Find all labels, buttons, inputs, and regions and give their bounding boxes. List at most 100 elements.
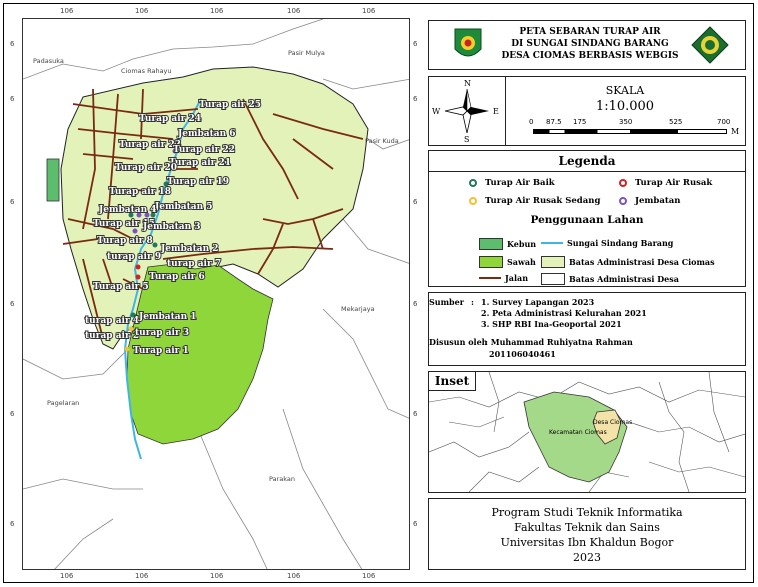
footer-box: Program Studi Teknik Informatika Fakulta… [428, 498, 746, 570]
place-label: Parakan [269, 475, 295, 483]
inset-box: Inset Desa Ciomas Kecamatan Ciomas [428, 371, 746, 493]
place-label: Ciomas Rahayu [121, 67, 172, 75]
scale-tick: 87.5 [546, 118, 562, 126]
legend-box: Legenda Turap Air Baik Turap Air Rusak T… [428, 150, 746, 287]
road-network [62, 88, 364, 340]
legend-item: Batas Administrasi Desa Ciomas [541, 256, 715, 268]
north-arrow-panel: N S E W [429, 77, 506, 145]
feature-label: Turap air 1 [133, 346, 189, 356]
scale-tick: 700 [717, 118, 731, 126]
legend-item-label: Jalan [505, 273, 529, 283]
feature-label: Jembatan 6 [177, 129, 236, 139]
grid-label-top: 106 [210, 7, 224, 15]
scale-unit: M [731, 127, 740, 136]
grid-label-left: 6 [10, 40, 15, 48]
legend-item-label: Sungai Sindang Barang [567, 238, 674, 248]
grid-label-bottom: 106 [210, 572, 224, 580]
scale-tick: 0 [529, 118, 534, 126]
jembatan-marker [132, 228, 138, 234]
feature-label: Jembatan 3 [142, 222, 201, 232]
scale-tick: 525 [669, 118, 683, 126]
grid-label-right: 6 [413, 520, 418, 528]
turap-rusak-marker [135, 264, 141, 270]
legend-item-label: Turap Air Rusak Sedang [485, 196, 601, 206]
jembatan-marker [136, 212, 142, 218]
kebun-legend-swatch [479, 238, 503, 250]
feature-label: turap air 3 [135, 328, 189, 338]
desa-ciomas-inset-area [592, 409, 622, 445]
feature-label: turap air 9 [107, 252, 161, 262]
feature-label: Turap air 18 [109, 187, 171, 197]
footer-line-2: Fakultas Teknik dan Sains [514, 521, 660, 534]
title-line-3: DESA CIOMAS BERBASIS WEBGIS [501, 51, 679, 61]
turap-baik-marker [130, 312, 136, 318]
source-item: 2. Peta Administrasi Kelurahan 2021 [481, 308, 647, 318]
title-line-1: PETA SEBARAN TURAP AIR [519, 27, 661, 37]
place-label: Padasuka [33, 57, 64, 65]
grid-label-left: 6 [10, 410, 15, 418]
grid-label-left: 6 [10, 95, 15, 103]
turap-baik-marker [128, 212, 134, 218]
feature-label: Turap air 24 [139, 114, 201, 124]
main-map: Padasuka Ciomas Rahayu Pasir Mulya Pasir… [22, 18, 410, 570]
inset-label: Kecamatan Ciomas [549, 429, 607, 436]
place-label: Pagelaran [47, 399, 79, 407]
grid-label-right: 6 [413, 410, 418, 418]
scale-bar [533, 129, 727, 134]
feature-label: turap air 4 [85, 316, 139, 326]
north-label: N [464, 79, 471, 88]
grid-label-top: 106 [135, 7, 149, 15]
legend-item-label: Sawah [507, 257, 536, 267]
footer-line-1: Program Studi Teknik Informatika [491, 506, 683, 519]
feature-label: Turap air 21 [169, 158, 231, 168]
legend-item: Sawah [479, 256, 536, 268]
grid-label-right: 6 [413, 300, 418, 308]
legend-item: Turap Air Rusak Sedang [469, 196, 600, 206]
south-label: S [464, 135, 470, 144]
turap-baik-legend-icon [469, 179, 477, 187]
turap-rusak-sedang-marker [128, 326, 134, 332]
jalan-legend-line [479, 277, 501, 279]
author-label: Disusun oleh [429, 337, 488, 347]
grid-label-top: 106 [287, 7, 301, 15]
inset-label: Desa Ciomas [593, 419, 633, 426]
grid-label-right: 6 [413, 95, 418, 103]
place-label: Mekarjaya [341, 305, 375, 313]
author-id: 201106040461 [489, 349, 556, 359]
scale-ratio: 1:10.000 [595, 99, 655, 114]
feature-label: Turap air 8 [97, 236, 153, 246]
inset-heading: Inset [429, 372, 476, 391]
feature-label: Jembatan 2 [160, 244, 219, 254]
turap-baik-marker [168, 164, 174, 170]
turap-baik-marker [130, 238, 136, 244]
sawah-area [126, 263, 274, 445]
scale-ticks: 0 87.5 175 350 525 700 [529, 118, 739, 128]
feature-label: turap air 7 [167, 259, 221, 269]
grid-label-top: 106 [362, 7, 376, 15]
grid-label-bottom: 106 [135, 572, 149, 580]
landuse-heading: Penggunaan Lahan [530, 214, 644, 226]
main-map-canvas: Padasuka Ciomas Rahayu Pasir Mulya Pasir… [23, 19, 409, 569]
north-arrow-icon [444, 88, 489, 134]
footer-line-4: 2023 [573, 551, 601, 564]
author-name: : Muhammad Ruhiyatna Rahman [485, 337, 633, 347]
regency-emblem-icon [454, 28, 482, 57]
feature-label: Turap air 20 [115, 163, 177, 173]
legend-item: Turap Air Rusak [619, 178, 712, 188]
place-label: Pasir Mulya [288, 49, 325, 57]
jembatan-marker [172, 148, 178, 154]
source-box: Sumber : 1. Survey Lapangan 2023 2. Peta… [428, 292, 746, 366]
legend-item: Batas Administrasi Desa [541, 273, 679, 285]
legend-item-label: Batas Administrasi Desa Ciomas [569, 257, 715, 267]
turap-baik-marker [198, 98, 204, 104]
point-markers [124, 98, 204, 352]
turap-rusak-sedang-marker [124, 346, 130, 352]
source-label: Sumber [429, 297, 464, 307]
sawah-legend-swatch [479, 256, 503, 268]
west-label: W [432, 107, 441, 116]
feature-label: Turap air 22 [173, 145, 235, 155]
turap-rusak-legend-icon [619, 179, 627, 187]
desa-ciomas-legend-swatch [541, 256, 565, 268]
footer-line-3: Universitas Ibn Khaldun Bogor [500, 536, 674, 549]
title-line-2: DI SUNGAI SINDANG BARANG [511, 39, 669, 49]
